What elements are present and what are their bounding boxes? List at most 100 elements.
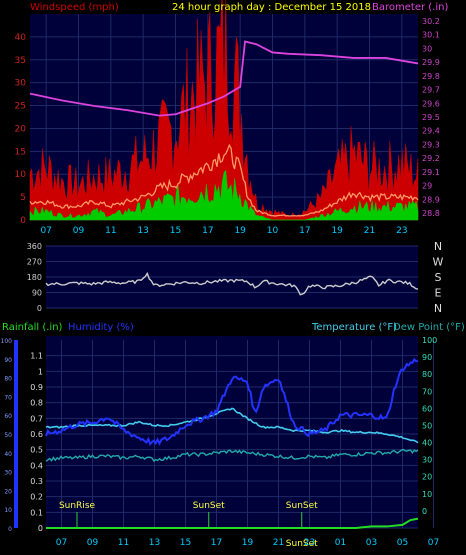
rain-axis-bar — [14, 340, 18, 528]
rain-ticks: 0 0.1 0.2 0.3 0.4 0.5 0.6 0.7 0.8 0.9 1 1.1 — [30, 352, 43, 533]
humidity-tick-label: 30 — [4, 470, 12, 477]
compass-label: E — [435, 287, 442, 300]
wind-x-ticks: 07 09 11 13 15 17 19 10 17 19 21 23 — [40, 226, 407, 236]
temperature-ticks: 0 10 20 30 40 50 60 70 80 90 100 — [422, 336, 437, 516]
weather-x-ticks: 07 09 11 13 15 17 19 21 23 01 03 05 07 — [56, 538, 439, 548]
humidity-tick-label: 40 — [4, 451, 12, 458]
humidity-tick-label: 10 — [4, 507, 12, 514]
wind-left-ticks: 0 5 10 15 20 25 30 35 40 — [15, 33, 27, 226]
wind-x-tick-label: 17 — [202, 226, 213, 236]
humidity-tick-label: 100 — [1, 338, 13, 345]
rain-tick-label: 1 — [38, 367, 43, 376]
temperature-tick-label: 40 — [422, 439, 432, 448]
temperature-tick-label: 20 — [422, 473, 432, 482]
compass-label: N — [434, 302, 442, 315]
barometer-tick-label: 29.4 — [422, 127, 440, 136]
wind-x-tick-label: 17 — [299, 226, 310, 236]
temperature-tick-label: 50 — [422, 421, 432, 430]
humidity-ticks: 0 10 20 30 40 50 60 70 80 90 100 — [1, 338, 13, 533]
weather-x-tick-label: 15 — [180, 538, 191, 548]
barometer-tick-label: 29.9 — [422, 58, 440, 67]
temperature-tick-label: 10 — [422, 490, 432, 499]
wind-left-tick-label: 35 — [15, 56, 26, 66]
weather-x-tick-label: 19 — [242, 538, 254, 548]
wind-axis-label: Windspeed (mph) — [30, 2, 119, 13]
wind-x-tick-label: 10 — [267, 226, 279, 236]
weather-x-tick-label: 03 — [366, 538, 377, 548]
rain-tick-label: 0.6 — [30, 430, 43, 439]
temperature-tick-label: 80 — [422, 370, 432, 379]
barometer-tick-label: 28.8 — [422, 209, 440, 218]
barometer-tick-label: 29.3 — [422, 140, 440, 149]
temperature-axis-label: Temperature (°F) — [311, 322, 397, 333]
direction-series-group — [45, 271, 419, 296]
weather-x-tick-label: 23 — [304, 538, 315, 548]
barometer-tick-label: 30.2 — [422, 17, 440, 26]
weather-x-tick-label: 09 — [87, 538, 99, 548]
direction-grid — [46, 245, 418, 309]
temperature-tick-label: 100 — [422, 336, 437, 345]
compass-label: S — [435, 271, 442, 284]
direction-tick-label: 180 — [27, 273, 42, 282]
wind-x-tick-label: 11 — [105, 226, 116, 236]
sun-annotations: SunRise SunSet SunSet SunSet — [59, 501, 318, 549]
barometer-tick-label: 29.7 — [422, 86, 440, 95]
wind-average-line — [29, 143, 419, 217]
rain-tick-label: 0.1 — [30, 508, 43, 517]
humidity-line — [45, 357, 419, 446]
wind-right-ticks: 28.8 28.9 29 29.1 29.2 29.3 29.4 29.5 29.6 29.7 29… — [422, 17, 440, 218]
rain-tick-label: 0.4 — [30, 461, 43, 470]
temperature-tick-label: 60 — [422, 404, 432, 413]
direction-tick-label: 360 — [27, 242, 42, 251]
sun-annotation-label: SunSet — [193, 501, 225, 511]
dewpoint-line — [45, 448, 419, 462]
direction-tick-label: 0 — [37, 304, 42, 313]
wind-x-tick-label: 15 — [170, 226, 181, 236]
wind-left-tick-label: 0 — [20, 216, 26, 226]
rain-tick-label: 0.9 — [30, 383, 43, 392]
rainfall-line — [46, 517, 419, 529]
direction-tick-label: 270 — [27, 258, 42, 267]
temperature-line — [45, 407, 419, 444]
wind-left-tick-label: 15 — [15, 147, 26, 157]
humidity-tick-label: 50 — [4, 432, 12, 439]
wind-low-area — [29, 169, 419, 221]
wind-x-tick-label: 21 — [364, 226, 375, 236]
wind-x-tick-label: 19 — [234, 226, 246, 236]
rain-tick-label: 0 — [38, 524, 43, 533]
weather-x-tick-label: 11 — [118, 538, 129, 548]
humidity-tick-label: 80 — [4, 376, 12, 383]
wind-x-tick-label: 13 — [137, 226, 148, 236]
humidity-tick-label: 20 — [4, 488, 12, 495]
weather-x-tick-label: 07 — [428, 538, 439, 548]
barometer-tick-label: 29.5 — [422, 113, 440, 122]
temperature-tick-label: 0 — [422, 507, 427, 516]
wind-x-tick-label: 09 — [73, 226, 85, 236]
temperature-tick-label: 70 — [422, 387, 432, 396]
temperature-tick-label: 30 — [422, 456, 432, 465]
humidity-tick-label: 70 — [4, 394, 12, 401]
sun-annotation-label: SunSet — [286, 539, 318, 549]
wind-series-group — [29, 0, 419, 221]
direction-left-ticks: 0 90 180 270 360 — [27, 242, 42, 313]
weather-x-tick-label: 05 — [397, 538, 408, 548]
compass-label: W — [433, 256, 444, 269]
rain-tick-label: 0.5 — [30, 446, 43, 455]
wind-left-tick-label: 30 — [15, 79, 27, 89]
weather-x-tick-label: 07 — [56, 538, 67, 548]
weather-x-tick-label: 01 — [335, 538, 346, 548]
barometer-tick-label: 28.9 — [422, 195, 440, 204]
wind-left-tick-label: 20 — [15, 124, 27, 134]
wind-x-tick-label: 23 — [396, 226, 407, 236]
humidity-tick-label: 60 — [4, 413, 12, 420]
wind-x-tick-label: 19 — [331, 226, 343, 236]
barometer-tick-label: 30.1 — [422, 31, 440, 40]
wind-left-tick-label: 25 — [15, 102, 26, 112]
direction-tick-label: 90 — [32, 289, 42, 298]
rain-tick-label: 0.3 — [30, 477, 43, 486]
barometer-axis-label: Barometer (.in) — [372, 2, 448, 13]
rainfall-axis-label: Rainfall (.in) — [2, 322, 63, 333]
barometer-tick-label: 30 — [422, 44, 432, 53]
